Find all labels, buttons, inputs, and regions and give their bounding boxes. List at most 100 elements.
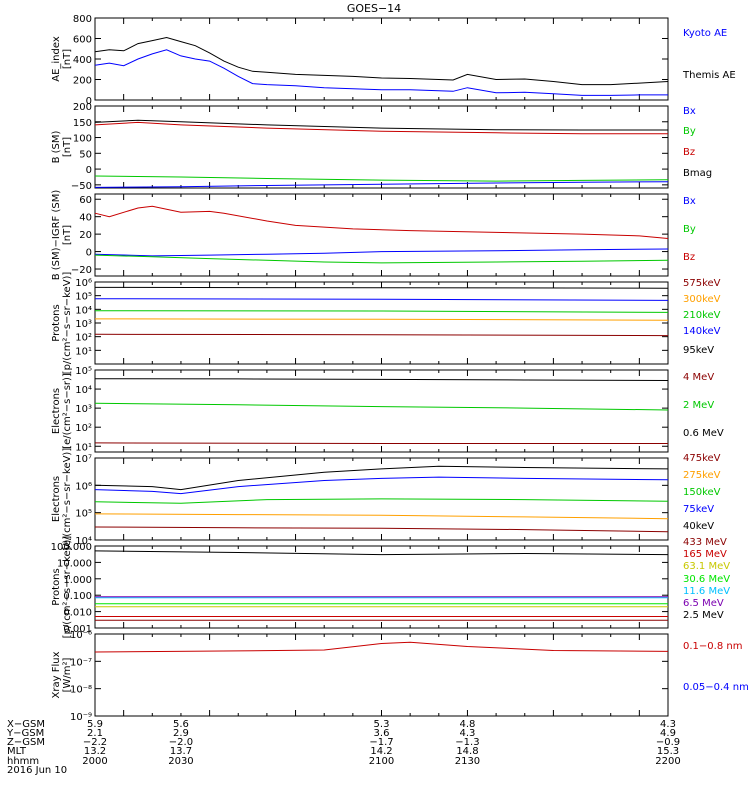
y-tick-label: 10⁵ (75, 509, 92, 520)
panel-frame (94, 193, 669, 277)
legend-entry: 40keV (683, 521, 714, 532)
panel-bsm: 200 150 100 50 0 −50 B (SM) [nT] Bx By Bz Bmag (51, 102, 712, 192)
y-axis-unit: [W/m²] (62, 657, 73, 692)
legend-entry: 6.5 MeV (683, 598, 724, 609)
series-line-Bz (94, 121, 668, 135)
x-axis-value: 2200 (655, 756, 680, 767)
panel-ae: 800 600 400 200 0 AE_index [nT] Kyoto AE Themis … (51, 14, 736, 107)
legend-entry: 30.6 MeV (683, 574, 730, 585)
panel-frame (94, 545, 669, 629)
legend-entry: 165 MeV (683, 549, 727, 560)
series-line-0-6-MeV (94, 378, 669, 381)
y-tick-label: 400 (73, 55, 92, 66)
x-axis-value: −0.9 (656, 737, 680, 748)
x-axis-value: 4.3 (459, 728, 475, 739)
panel-bigrf: 60 40 20 0 −20 B (SM)−IGRF (SM) [nT] Bx By Bz (51, 190, 696, 281)
y-tick-label: 150 (73, 118, 92, 129)
legend-entry: Bz (683, 252, 695, 263)
panel-frame (94, 369, 669, 453)
y-tick-label: 10⁵ (75, 366, 92, 377)
y-axis-label: Protons (51, 568, 62, 605)
panel-frame (94, 105, 669, 189)
y-tick-label: 20 (79, 230, 92, 241)
series-line-150keV (94, 498, 669, 504)
panel-protons2: 100.000 10.000 1.000 0.100 0.010 0.001 Protons… (51, 536, 731, 639)
y-tick-label: 800 (73, 14, 92, 25)
legend-entry: 4 MeV (683, 372, 714, 383)
y-tick-label: 0.001 (63, 624, 92, 635)
y-tick-label: 10⁻⁹ (70, 712, 92, 723)
series-line-575keV (94, 333, 669, 337)
y-axis-unit: [e/(cm²−s−sr−keV)] (62, 448, 73, 551)
y-tick-label: 600 (73, 35, 92, 46)
panel-frame (94, 633, 669, 717)
legend-entry: 210keV (683, 310, 721, 321)
series-line-Kyoto-AE (94, 49, 668, 96)
y-axis-unit: [e/(cm²−s−sr)] (62, 373, 73, 449)
x-axis-value: 4.9 (660, 728, 676, 739)
y-axis-label: Xray Flux (51, 651, 62, 698)
legend-entry: 0.6 MeV (683, 428, 724, 439)
series-line-Themis-AE (94, 36, 669, 86)
x-axis-value: 15.3 (657, 746, 679, 757)
legend-entry: 150keV (683, 487, 721, 498)
x-axis-row-label: X−GSM (7, 719, 45, 730)
y-tick-label: 10⁶ (75, 481, 92, 492)
legend-entry: By (683, 126, 696, 137)
panel-xray: 10⁻⁶ 10⁻⁷ 10⁻⁸ 10⁻⁹ Xray Flux [W/m²] 0.1−0.8 n… (51, 630, 749, 723)
x-axis-value: 2030 (168, 756, 193, 767)
legend-entry: 2.5 MeV (683, 610, 724, 621)
series-line-140keV (94, 298, 669, 301)
y-tick-label: 10¹ (75, 346, 92, 357)
legend-entry: Themis AE (682, 70, 736, 81)
y-tick-label: 40 (79, 213, 92, 224)
y-tick-label: 10⁶ (75, 278, 92, 289)
x-axis-value: −2.2 (83, 737, 107, 748)
x-axis-row-label: MLT (7, 746, 27, 757)
y-axis-label: Electrons (51, 476, 62, 522)
series-line-475keV (94, 526, 669, 533)
x-axis-row-label: 2016 Jun 10 (7, 765, 67, 776)
x-axis-value: 2100 (369, 756, 394, 767)
y-axis-unit: [nT] (62, 49, 73, 69)
series-line-210keV (94, 310, 669, 313)
series-line-2-MeV (94, 402, 669, 411)
y-tick-label: 100 (73, 134, 92, 145)
legend-entry: Bmag (683, 168, 712, 179)
legend-entry: Bx (683, 196, 696, 207)
x-axis-row-label: Y−GSM (6, 728, 44, 739)
y-tick-label: 10⁴ (75, 536, 92, 547)
y-tick-label: −50 (71, 181, 92, 192)
y-tick-label: 200 (73, 102, 92, 113)
y-tick-label: 10.000 (57, 558, 92, 569)
panel-electrons1: 10⁵ 10⁴ 10³ 10² 10¹ Electrons [e/(cm²−s−sr)] 4 … (51, 366, 724, 453)
y-axis-unit: [p/(cm²−s−sr−keV)] (62, 536, 73, 639)
y-axis-label: B (SM) (51, 130, 62, 163)
legend-entry: 2 MeV (683, 400, 714, 411)
series-line-275keV (94, 513, 669, 520)
series-line-4-MeV (94, 442, 668, 444)
x-axis-value: 2.1 (87, 728, 103, 739)
x-axis-value: 4.8 (459, 719, 475, 730)
series-line-75keV (94, 476, 669, 495)
series-line-By (94, 254, 669, 264)
y-tick-label: 10² (75, 423, 92, 434)
y-axis-label: Protons (51, 304, 62, 341)
legend-entry: Bz (683, 147, 695, 158)
y-axis-unit: [p/(cm²−s−sr−keV)] (62, 272, 73, 375)
legend-entry: 75keV (683, 504, 714, 515)
y-tick-label: 0 (86, 248, 92, 259)
legend-entry: 140keV (683, 326, 721, 337)
y-tick-label: 0 (86, 165, 92, 176)
legend-entry: 0.1−0.8 nm (683, 641, 742, 652)
y-tick-label: 10⁻⁶ (70, 630, 92, 641)
x-axis-value: 14.8 (456, 746, 478, 757)
y-tick-label: 10⁻⁷ (70, 657, 92, 668)
x-axis-row-label: Z−GSM (7, 737, 45, 748)
y-tick-label: 10⁻⁸ (70, 685, 92, 696)
panel-protons1: 10⁶ 10⁵ 10⁴ 10³ 10² 10¹ Protons [p/(cm²−s−sr−ke… (51, 272, 721, 375)
x-axis-value: 2.9 (173, 728, 189, 739)
legend-entry: Bx (683, 106, 696, 117)
y-axis-label: Electrons (51, 388, 62, 434)
